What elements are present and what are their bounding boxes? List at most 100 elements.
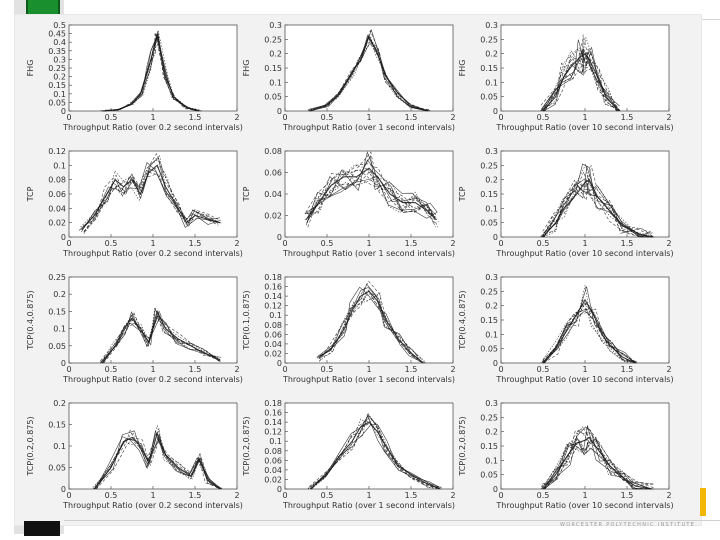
x-tick-label: 1 [582,491,587,500]
series-line-run-11 [306,151,435,219]
chart-panel-r1c1: 0 0.5 1 1.5 200.050.10.150.20.250.30.350.40.… [26,21,243,132]
x-tick-label: 0 [498,491,503,500]
series-line-run-14 [540,58,621,112]
y-tick-label: 0.3 [269,21,282,30]
x-tick-label: 0 [282,491,287,500]
x-tick-label: 2 [666,113,671,122]
y-tick-label: 0.16 [264,283,282,292]
series-line-run-10 [105,33,198,112]
chart-panel-r3c3: 0 0.5 1 1.5 2 0 0.05 0.1 0.15 0.2 0.25 0.3 TCP(0.4,0… [458,273,674,384]
y-tick-label: 0.3 [485,273,498,282]
y-tick-label: 0.2 [485,50,498,59]
series-line-run-8 [307,169,439,228]
y-tick-label: 0.1 [269,78,282,87]
x-tick-label: 0.5 [537,491,550,500]
y-tick-label: 0.06 [48,190,66,199]
x-axis-label: Throughput Ratio (over 0.2 second interv… [62,249,243,258]
plot-frame [500,24,670,112]
y-tick-label: 0.08 [264,147,282,156]
plot-frame [68,24,238,112]
y-tick-label: 0.02 [264,212,282,221]
x-tick-label: 0 [282,239,287,248]
y-tick-label: 0.1 [53,90,66,99]
series-line-run-13 [543,438,652,490]
x-axis-label: Throughput Ratio (over 1 second interval… [282,249,455,258]
series-line-run-8 [83,153,218,233]
y-axis-label: TCP(0.2,0.875) [26,416,35,476]
x-tick-label: 1 [150,491,155,500]
series-line-run-9 [308,35,427,112]
series-line-run-1 [305,167,437,221]
series-line-run-14 [304,170,435,216]
series-line-run-12 [541,426,651,490]
series-line-run-8 [309,29,431,112]
series-line-run-11 [542,308,638,364]
y-tick-label: 0.05 [480,93,498,102]
chart-panel-r2c1: 0 0.5 1 1.5 2 0 0.02 0.04 0.06 0.08 0.1 0.12 TCP Thro… [26,147,243,258]
x-tick-label: 2 [234,365,239,374]
x-tick-label: 2 [234,113,239,122]
x-tick-label: 1.5 [405,239,418,248]
x-tick-label: 1.5 [621,239,634,248]
y-tick-label: 0.15 [480,442,498,451]
x-tick-label: 2 [450,365,455,374]
x-tick-label: 1 [582,113,587,122]
series-line-run-3 [307,412,442,490]
y-tick-label: 0.15 [48,81,66,90]
y-tick-label: 0.3 [485,147,498,156]
series-line-run-8 [543,304,637,364]
series-line-run-14 [542,165,655,238]
x-axis-label: Throughput Ratio (over 1 second interval… [282,375,455,384]
series-line-run-8 [95,433,222,490]
y-tick-label: 0.1 [269,311,282,320]
y-axis-label: FHG [242,60,251,77]
y-tick-label: 0 [61,107,66,116]
series-line-run-2 [543,51,621,112]
y-tick-label: 0.05 [480,345,498,354]
y-tick-label: 0.05 [48,342,66,351]
y-tick-label: 0.04 [48,204,66,213]
y-tick-label: 0 [61,233,66,242]
x-tick-label: 0 [498,113,503,122]
y-tick-label: 0.06 [264,169,282,178]
y-tick-label: 0.15 [480,64,498,73]
x-tick-label: 0 [498,365,503,374]
series-line-run-2 [83,173,219,232]
y-tick-label: 0.12 [264,428,282,437]
x-tick-label: 2 [450,113,455,122]
series-line-run-9 [307,418,442,489]
y-tick-label: 0.15 [480,190,498,199]
y-tick-label: 0 [277,359,282,368]
y-tick-label: 0.02 [264,349,282,358]
series-line-run-12 [304,168,439,223]
chart-panel-r3c2: 0 0.5 1 1.5 200.020.040.060.080.10.120.140.1… [242,273,456,384]
x-tick-label: 1 [366,491,371,500]
x-tick-label: 0.5 [537,113,550,122]
series-line-run-5 [83,171,219,232]
y-axis-label: TCP [26,186,35,202]
x-tick-label: 1.5 [621,491,634,500]
series-line-run-7 [309,415,441,488]
y-tick-label: 0.5 [53,21,66,30]
x-tick-label: 0.5 [321,491,334,500]
series-line-run-5 [93,437,219,490]
x-tick-label: 0 [66,491,71,500]
series-line-run-13 [542,49,618,112]
y-tick-label: 0.06 [264,456,282,465]
series-line-run-4 [95,433,222,490]
series-line-run-14 [542,426,654,485]
x-tick-label: 1.5 [405,365,418,374]
y-tick-label: 0 [493,107,498,116]
series-line-run-4 [305,175,436,226]
y-tick-label: 0.35 [48,47,66,56]
series-line-run-6 [541,429,651,490]
series-line-run-8 [318,280,426,364]
series-line-run-10 [316,286,424,364]
y-tick-label: 0.45 [48,30,66,39]
y-tick-label: 0.2 [53,399,66,408]
y-tick-label: 0.3 [485,21,498,30]
y-tick-label: 0.1 [485,456,498,465]
x-axis-label: Throughput Ratio (over 0.2 second interv… [62,501,243,510]
x-tick-label: 1 [366,365,371,374]
series-line-run-10 [310,414,440,490]
